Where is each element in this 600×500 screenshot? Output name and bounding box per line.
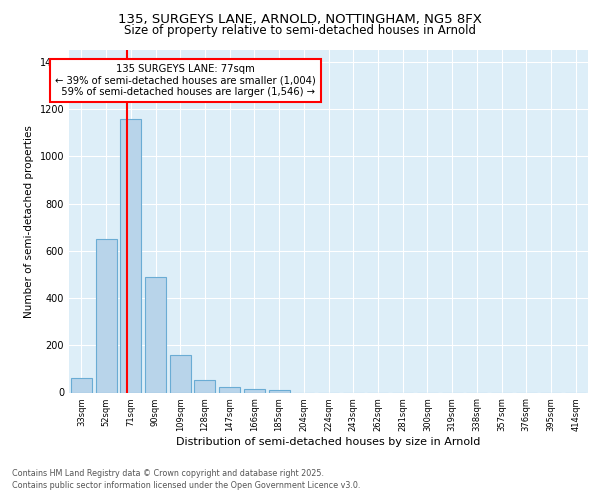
Bar [120, 118, 141, 392]
Y-axis label: Number of semi-detached properties: Number of semi-detached properties [24, 125, 34, 318]
Bar [219, 386, 240, 392]
Bar [244, 389, 265, 392]
X-axis label: Distribution of semi-detached houses by size in Arnold: Distribution of semi-detached houses by … [176, 437, 481, 447]
Text: 135, SURGEYS LANE, ARNOLD, NOTTINGHAM, NG5 8FX: 135, SURGEYS LANE, ARNOLD, NOTTINGHAM, N… [118, 12, 482, 26]
Text: Contains HM Land Registry data © Crown copyright and database right 2025.: Contains HM Land Registry data © Crown c… [12, 469, 324, 478]
Bar [95, 239, 116, 392]
Text: Size of property relative to semi-detached houses in Arnold: Size of property relative to semi-detach… [124, 24, 476, 37]
Bar [71, 378, 92, 392]
Bar [145, 277, 166, 392]
Bar [269, 390, 290, 392]
Text: 135 SURGEYS LANE: 77sqm
← 39% of semi-detached houses are smaller (1,004)
  59% : 135 SURGEYS LANE: 77sqm ← 39% of semi-de… [55, 64, 316, 98]
Text: Contains public sector information licensed under the Open Government Licence v3: Contains public sector information licen… [12, 480, 361, 490]
Bar [170, 354, 191, 393]
Bar [194, 380, 215, 392]
